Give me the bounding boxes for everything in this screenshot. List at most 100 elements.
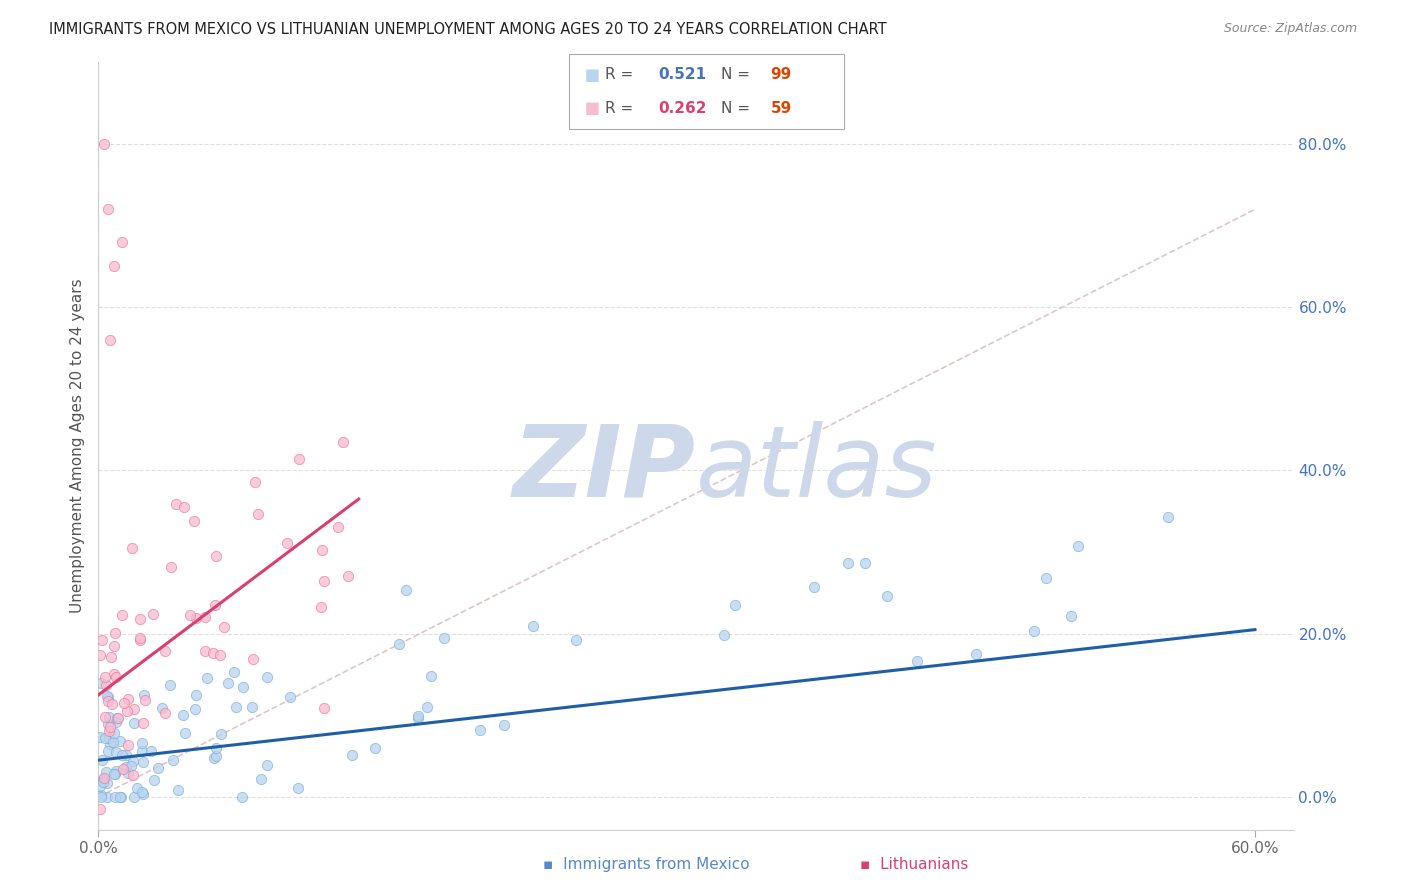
Point bbox=[173, 726, 195, 740]
Point bbox=[103, 260, 125, 274]
Point bbox=[245, 475, 267, 490]
Point bbox=[89, 802, 111, 816]
Point bbox=[105, 715, 128, 730]
Point bbox=[134, 692, 156, 706]
Point bbox=[94, 678, 117, 692]
Point bbox=[96, 789, 118, 804]
Point bbox=[104, 670, 127, 684]
Point bbox=[160, 560, 183, 574]
Point bbox=[104, 766, 127, 780]
Text: 59: 59 bbox=[770, 101, 792, 116]
Point bbox=[183, 514, 205, 528]
Point bbox=[853, 556, 876, 570]
Point bbox=[1067, 539, 1090, 553]
Point bbox=[803, 580, 825, 594]
Point bbox=[231, 789, 253, 804]
Point bbox=[103, 726, 125, 740]
Point bbox=[162, 753, 184, 767]
Point bbox=[111, 762, 134, 776]
Point bbox=[204, 599, 226, 613]
Point bbox=[110, 733, 132, 747]
Point bbox=[337, 569, 360, 583]
Point bbox=[837, 556, 859, 570]
Point bbox=[104, 745, 127, 759]
Point bbox=[186, 689, 208, 703]
Point bbox=[96, 689, 118, 703]
Point bbox=[240, 700, 263, 714]
Point bbox=[1022, 624, 1045, 639]
Text: 99: 99 bbox=[770, 67, 792, 82]
Point bbox=[311, 543, 333, 558]
Point bbox=[209, 648, 232, 662]
Point bbox=[314, 701, 336, 715]
Text: 0.262: 0.262 bbox=[658, 101, 706, 116]
Point bbox=[114, 760, 136, 774]
Point bbox=[90, 789, 112, 804]
Text: N =: N = bbox=[721, 67, 755, 82]
Point bbox=[1157, 509, 1180, 524]
Point bbox=[142, 607, 165, 621]
Point bbox=[131, 785, 153, 799]
Point bbox=[110, 789, 132, 804]
Text: Source: ZipAtlas.com: Source: ZipAtlas.com bbox=[1223, 22, 1357, 36]
Point bbox=[97, 716, 120, 731]
Point bbox=[115, 747, 138, 762]
Point bbox=[97, 202, 120, 217]
Text: N =: N = bbox=[721, 101, 755, 116]
Point bbox=[90, 754, 112, 768]
Point bbox=[419, 668, 441, 682]
Point bbox=[153, 644, 176, 658]
Point bbox=[132, 715, 155, 730]
Point bbox=[565, 632, 588, 647]
Point bbox=[97, 710, 120, 724]
Point bbox=[101, 735, 124, 749]
Point bbox=[179, 607, 201, 622]
Point bbox=[89, 779, 111, 793]
Point bbox=[165, 497, 187, 511]
Point bbox=[90, 788, 112, 802]
Point bbox=[94, 710, 117, 724]
Point bbox=[98, 737, 121, 751]
Point bbox=[104, 625, 127, 640]
Point bbox=[103, 667, 125, 681]
Point bbox=[406, 709, 429, 723]
Point bbox=[98, 720, 121, 734]
Point bbox=[98, 333, 121, 347]
Text: R =: R = bbox=[605, 67, 638, 82]
Point bbox=[250, 772, 273, 786]
Point bbox=[89, 731, 111, 745]
Point bbox=[280, 690, 302, 705]
Point bbox=[905, 654, 928, 668]
Point bbox=[122, 768, 145, 782]
Point bbox=[394, 582, 416, 597]
Text: atlas: atlas bbox=[696, 420, 938, 517]
Point bbox=[256, 758, 278, 772]
Point bbox=[93, 771, 115, 785]
Text: ▪: ▪ bbox=[583, 96, 600, 120]
Point bbox=[340, 747, 363, 762]
Point bbox=[122, 789, 145, 804]
Point bbox=[364, 741, 387, 756]
Point bbox=[153, 706, 176, 720]
Point bbox=[111, 607, 134, 622]
Point bbox=[433, 632, 456, 646]
Point bbox=[96, 775, 118, 789]
Point bbox=[194, 644, 217, 658]
Point bbox=[90, 676, 112, 690]
Point bbox=[125, 780, 148, 795]
Point bbox=[128, 631, 150, 645]
Text: ▪  Lithuanians: ▪ Lithuanians bbox=[859, 857, 969, 872]
Point bbox=[202, 751, 225, 765]
Point bbox=[159, 678, 181, 692]
Point bbox=[97, 690, 120, 704]
Point bbox=[172, 708, 194, 723]
Point bbox=[314, 574, 336, 589]
Text: 0.521: 0.521 bbox=[658, 67, 706, 82]
Point bbox=[1059, 608, 1081, 623]
Point bbox=[121, 541, 143, 556]
Point bbox=[122, 754, 145, 768]
Point bbox=[522, 619, 544, 633]
Point bbox=[242, 652, 264, 666]
Point bbox=[146, 762, 169, 776]
Point bbox=[112, 696, 135, 710]
